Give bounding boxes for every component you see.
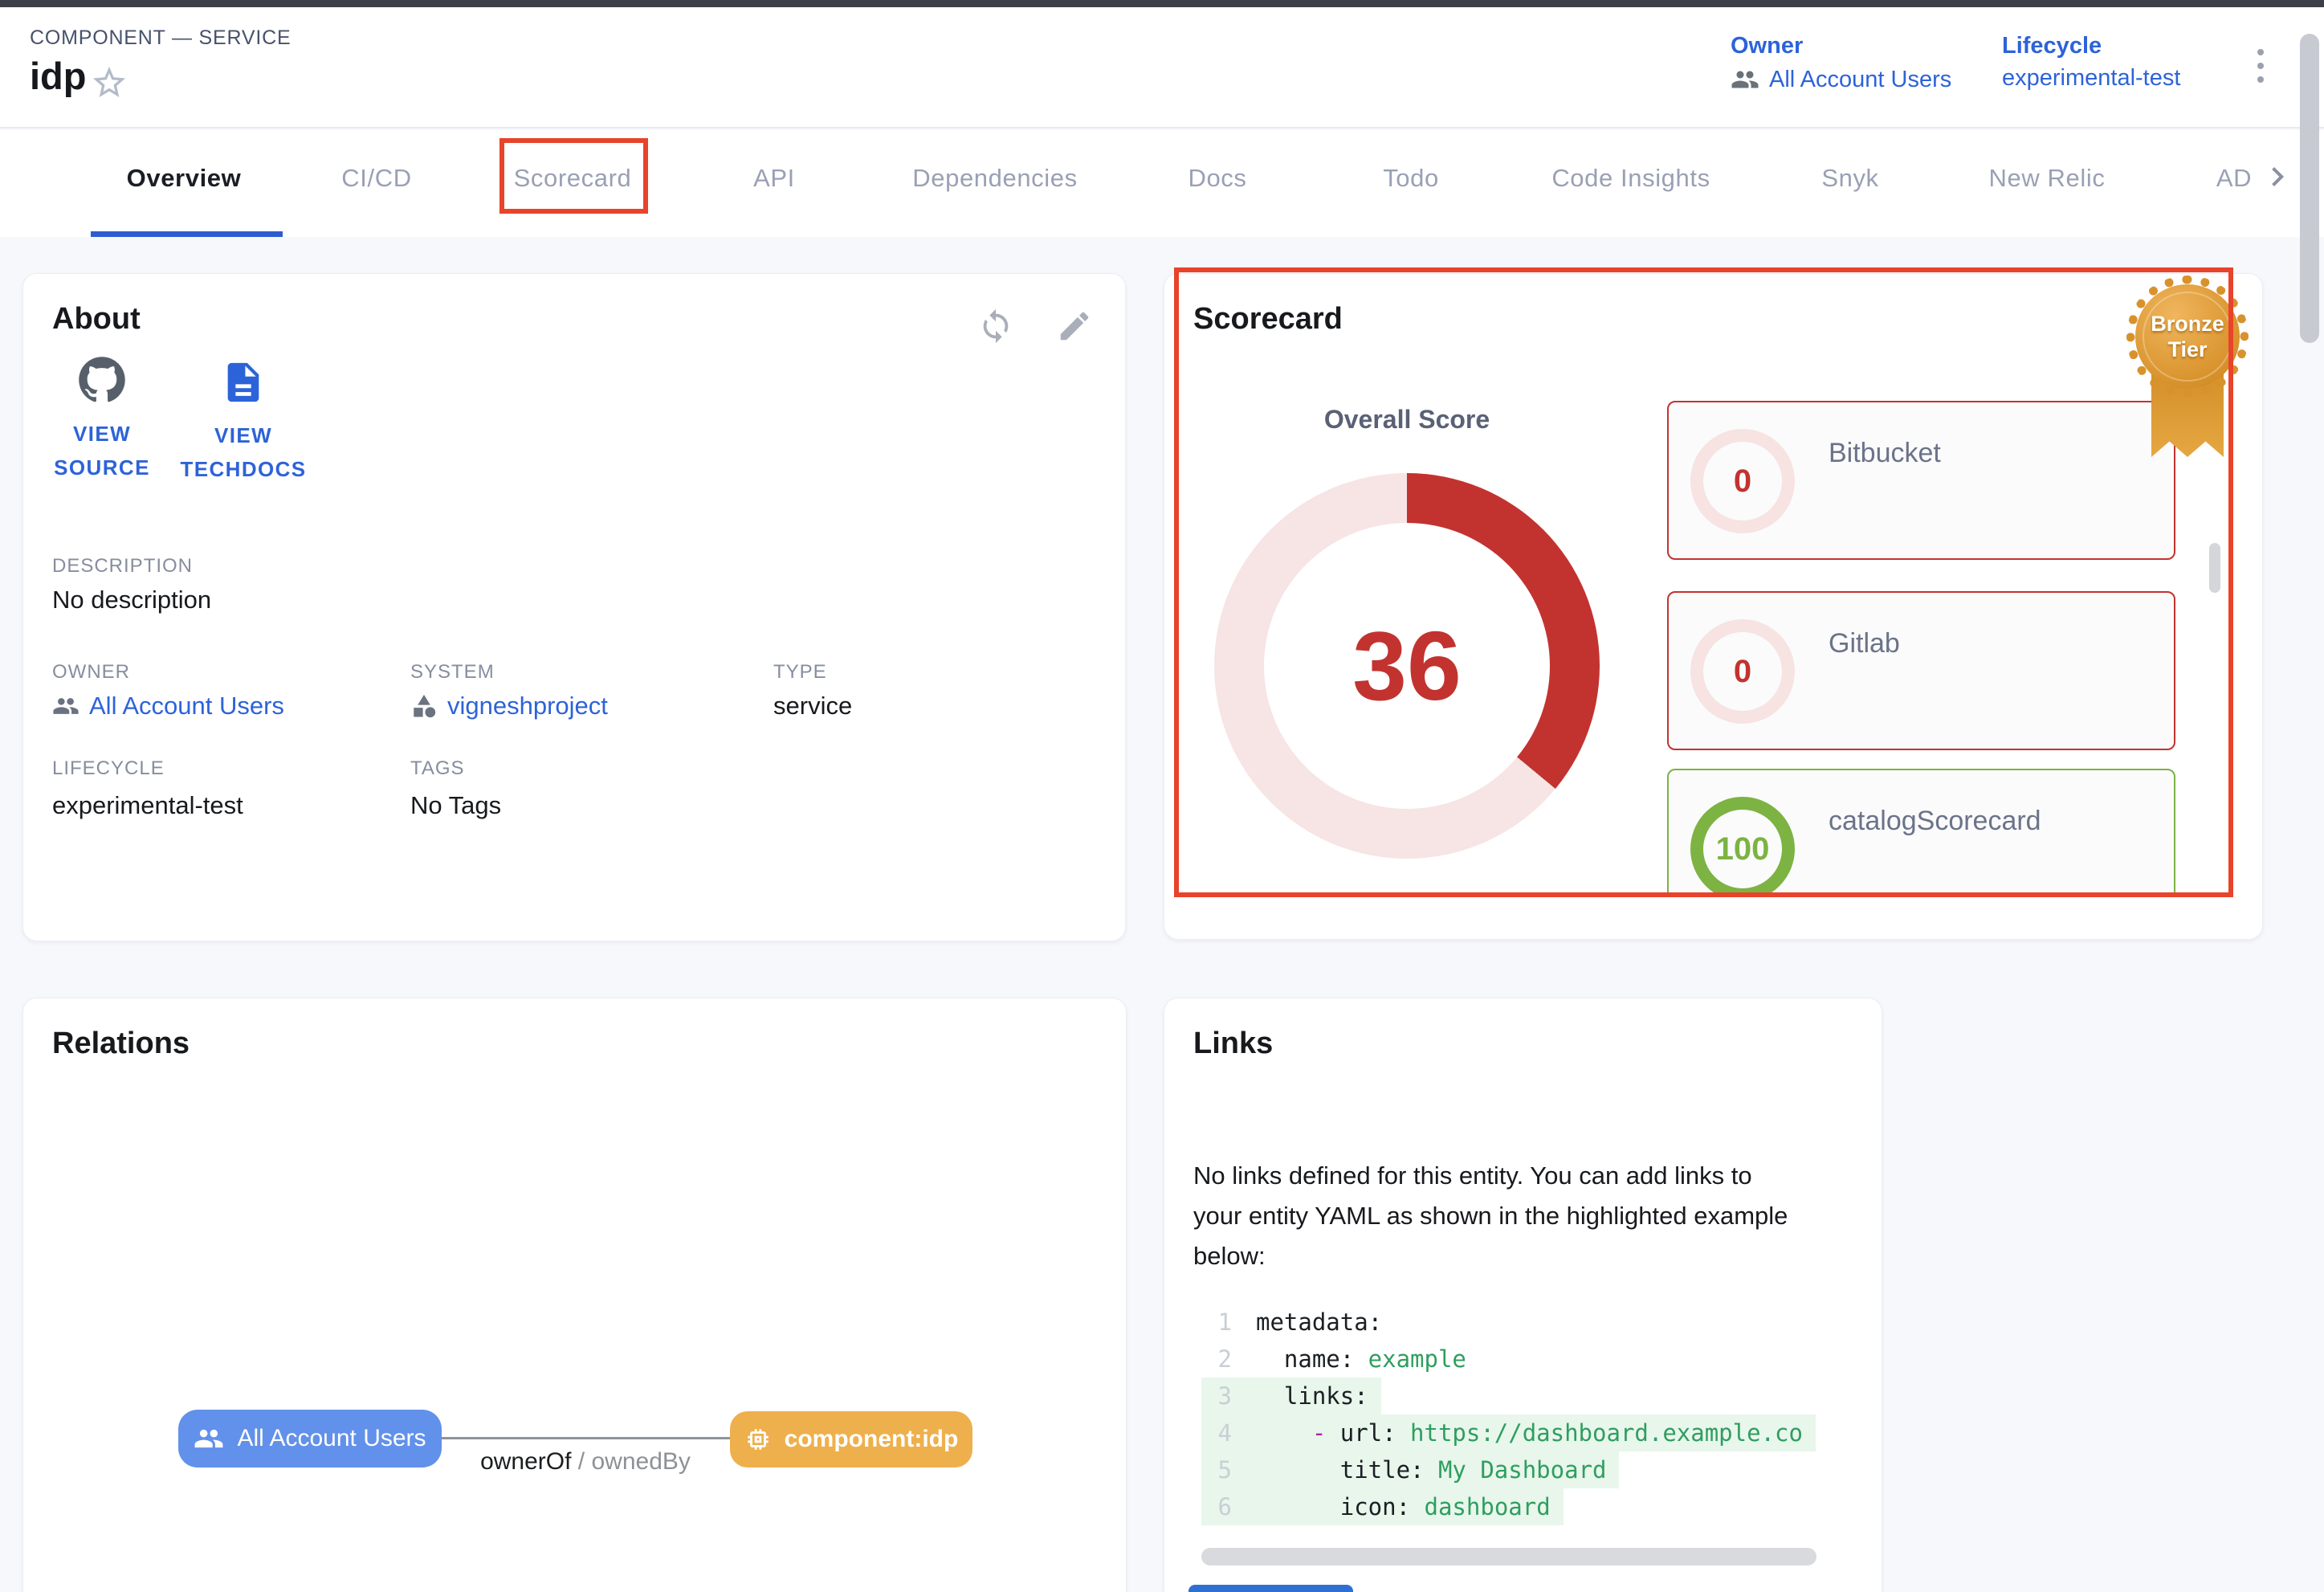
- system-label: SYSTEM: [410, 661, 495, 683]
- view-techdocs-button[interactable]: VIEW TECHDOCS: [171, 359, 316, 486]
- type-value: service: [773, 692, 853, 720]
- github-icon: [79, 357, 125, 402]
- view-source-button[interactable]: VIEW SOURCE: [30, 356, 174, 484]
- tab-snyk[interactable]: Snyk: [1821, 164, 1879, 192]
- overall-score-label: Overall Score: [1323, 405, 1490, 434]
- page-title: idp: [30, 55, 87, 97]
- links-empty-message: No links defined for this entity. You ca…: [1193, 1161, 1788, 1270]
- header-lifecycle-value: experimental-test: [2002, 65, 2181, 91]
- score-ring: 0: [1690, 429, 1795, 533]
- system-value[interactable]: vigneshproject: [410, 692, 608, 720]
- tab-cicd[interactable]: CI/CD: [341, 164, 412, 192]
- header-lifecycle-label: Lifecycle: [2002, 33, 2102, 59]
- owner-value[interactable]: All Account Users: [52, 692, 284, 720]
- people-icon: [195, 1429, 223, 1448]
- page-scrollbar-thumb[interactable]: [2300, 34, 2319, 343]
- code-line: 2 name: example: [1217, 1345, 1466, 1373]
- people-icon: [53, 698, 79, 714]
- chip-icon: [747, 1429, 769, 1450]
- badge-rosette: [2126, 276, 2249, 398]
- relations-card: Relations ownerOf / ownedBy All Account …: [22, 998, 1127, 1592]
- about-card-title: About: [52, 302, 141, 336]
- links-primary-button[interactable]: [1189, 1585, 1353, 1592]
- techdocs-doc-icon: [227, 362, 259, 402]
- code-horizontal-scrollbar-thumb[interactable]: [1201, 1548, 1816, 1565]
- code-line-highlighted: 3 links:: [1201, 1378, 1381, 1414]
- tags-label: TAGS: [410, 757, 465, 779]
- relation-edge: [442, 1437, 730, 1439]
- relations-card-title: Relations: [52, 1027, 190, 1060]
- tab-overflow[interactable]: AD: [2216, 164, 2253, 192]
- refresh-icon[interactable]: [977, 308, 1014, 345]
- lifecycle-label: LIFECYCLE: [52, 757, 165, 779]
- owner-label: OWNER: [52, 661, 130, 683]
- yaml-example-code: 1 metadata: 2 name: example 3 links: 4 -u…: [1201, 1304, 1860, 1533]
- system-category-icon: [414, 694, 436, 718]
- code-line-highlighted: 6 icon: dashboard: [1201, 1488, 1564, 1525]
- code-line: 1 metadata:: [1217, 1308, 1383, 1336]
- score-ring: 100: [1690, 797, 1795, 892]
- edit-pencil-icon[interactable]: [1056, 308, 1093, 345]
- code-line-highlighted: 4 - url: https://dashboard.example.co: [1201, 1414, 1816, 1451]
- tab-overview[interactable]: Overview: [126, 164, 242, 192]
- scorecard-card-title: Scorecard: [1193, 302, 1343, 336]
- relation-edge-label: ownerOf / ownedBy: [480, 1448, 691, 1475]
- scorecard-item[interactable]: 0 Bitbucket: [1667, 401, 2175, 560]
- description-label: DESCRIPTION: [52, 555, 194, 577]
- score-ring: 0: [1690, 619, 1795, 724]
- more-options-kebab-icon[interactable]: [2244, 49, 2277, 100]
- header-owner-label: Owner: [1731, 33, 1804, 59]
- bronze-tier-badge: Bronze Tier: [2125, 276, 2250, 476]
- tab-new-relic[interactable]: New Relic: [1988, 164, 2106, 192]
- about-card: About VIEW SOURCE VIEW TECHDOCS DESCRIPT…: [22, 273, 1126, 941]
- favorite-star-icon[interactable]: [90, 63, 128, 102]
- scorecard-card: Scorecard Bronze Tier Overall Score 36 0…: [1164, 273, 2263, 940]
- scorecard-list-scrollbar-thumb[interactable]: [2209, 543, 2220, 593]
- tab-scorecard[interactable]: Scorecard: [513, 164, 632, 192]
- scorecard-item[interactable]: 0 Gitlab: [1667, 591, 2175, 750]
- people-icon: [1731, 71, 1759, 88]
- active-tab-underline: [91, 231, 283, 237]
- relation-node-owner[interactable]: All Account Users: [178, 1410, 442, 1467]
- breadcrumb: COMPONENT — SERVICE: [30, 27, 292, 49]
- window-chrome-strip: [0, 0, 2324, 7]
- links-card: Links No links defined for this entity. …: [1164, 998, 1882, 1592]
- overall-score-value: 36: [1352, 611, 1462, 720]
- overall-score-donut: 36: [1214, 473, 1600, 859]
- entity-tabbar: Overview CI/CD Scorecard API Dependencie…: [0, 130, 2324, 237]
- links-card-title: Links: [1193, 1027, 1274, 1060]
- tab-dependencies[interactable]: Dependencies: [912, 164, 1078, 192]
- type-label: TYPE: [773, 661, 827, 683]
- relation-node-component[interactable]: component:idp: [730, 1411, 972, 1467]
- tab-todo[interactable]: Todo: [1383, 164, 1439, 192]
- tags-value: No Tags: [410, 791, 502, 819]
- entity-header: COMPONENT — SERVICE idp Owner All Accoun…: [0, 7, 2324, 129]
- code-line-highlighted: 5 title: My Dashboard: [1201, 1451, 1620, 1488]
- tab-api[interactable]: API: [753, 164, 795, 192]
- lifecycle-value: experimental-test: [52, 791, 243, 819]
- scorecard-items-list: 0 Bitbucket 0 Gitlab 100 catalogScorecar…: [1667, 394, 2175, 892]
- description-value: No description: [52, 586, 212, 614]
- scorecard-item[interactable]: 100 catalogScorecard: [1667, 769, 2175, 892]
- tab-docs[interactable]: Docs: [1188, 164, 1247, 192]
- tabs-scroll-chevron-right-icon[interactable]: [2258, 157, 2297, 196]
- header-owner-link[interactable]: All Account Users: [1731, 65, 1951, 94]
- tab-code-insights[interactable]: Code Insights: [1551, 164, 1710, 192]
